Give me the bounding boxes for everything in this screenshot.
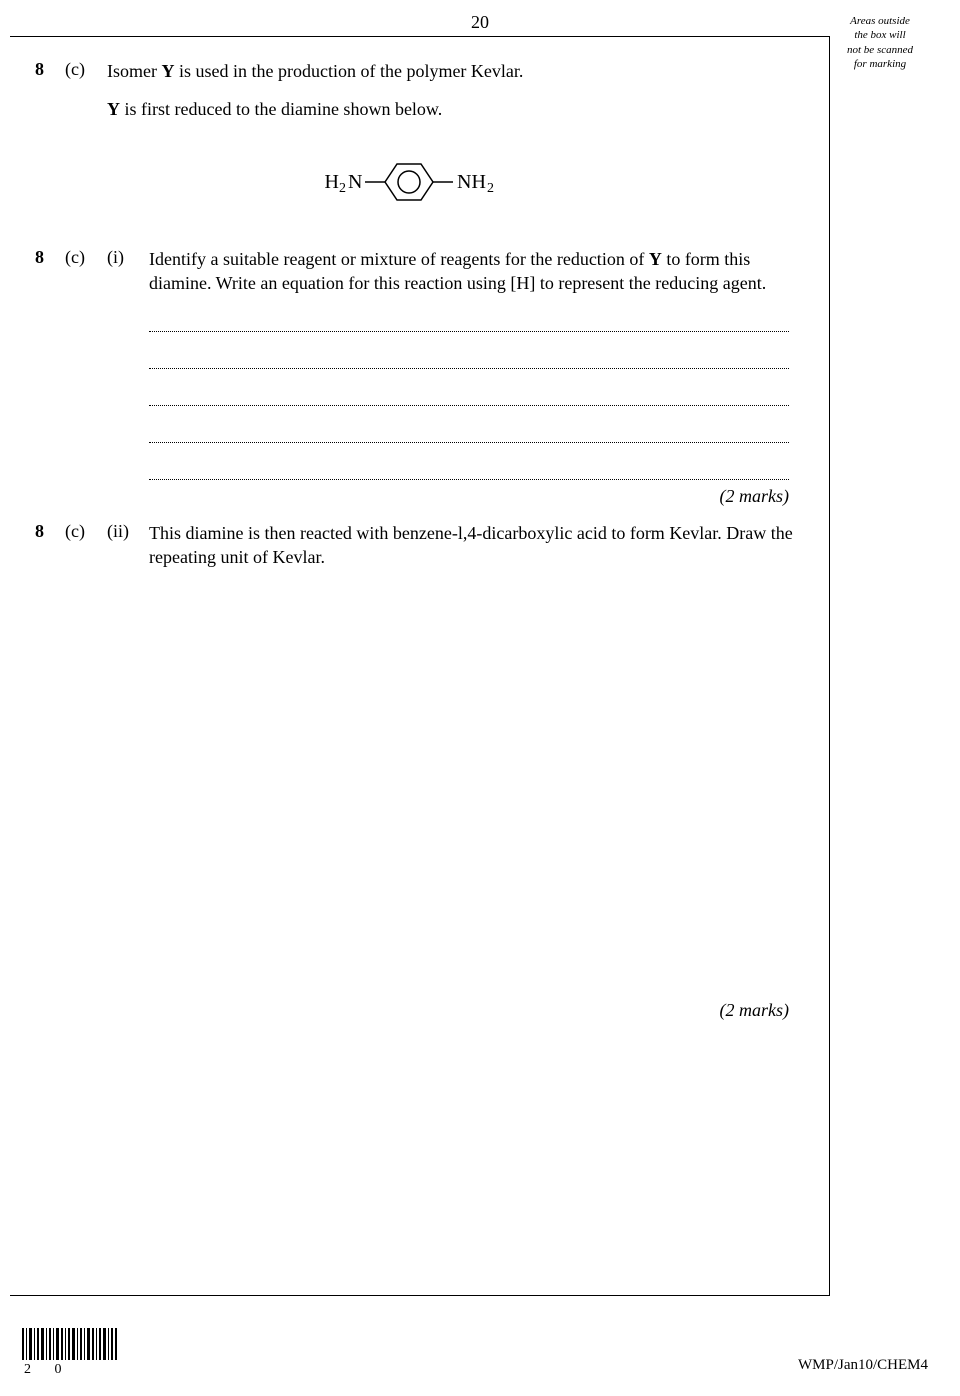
question-number: 8 (35, 59, 65, 80)
answer-line[interactable] (149, 442, 789, 443)
benzene-diamine-icon: H 2 N NH 2 (297, 152, 537, 212)
svg-text:2: 2 (487, 181, 494, 196)
question-part: (c) (65, 59, 107, 80)
answer-line[interactable] (149, 479, 789, 480)
barcode-area: 2 0 (22, 1328, 122, 1378)
footer-code: WMP/Jan10/CHEM4 (798, 1357, 928, 1374)
margin-note-line4: for marking (854, 58, 906, 70)
page-number: 20 (471, 12, 489, 33)
margin-note-line1: Areas outside (850, 15, 910, 27)
margin-note: Areas outside the box will not be scanne… (830, 14, 930, 71)
barcode-icon (22, 1328, 122, 1360)
molecule-diagram: H 2 N NH 2 (35, 152, 799, 217)
marks-label: (2 marks) (35, 1000, 789, 1021)
svg-text:2: 2 (339, 181, 346, 196)
question-subpart: (ii) (107, 521, 149, 542)
question-text: Identify a suitable reagent or mixture o… (149, 247, 799, 296)
question-number: 8 (35, 521, 65, 542)
svg-text:N: N (348, 171, 362, 193)
answer-line[interactable] (149, 331, 789, 332)
marks-label: (2 marks) (35, 486, 789, 507)
question-text: This diamine is then reacted with benzen… (149, 521, 799, 570)
question-8c-intro: 8 (c) Isomer Y is used in the production… (35, 59, 799, 83)
answer-line[interactable] (149, 368, 789, 369)
question-subpart: (i) (107, 247, 149, 268)
question-8c-ii: 8 (c) (ii) This diamine is then reacted … (35, 521, 799, 570)
question-part: (c) (65, 521, 107, 542)
margin-note-line3: not be scanned (847, 44, 913, 56)
question-text: Isomer Y is used in the production of th… (107, 59, 799, 83)
margin-note-line2: the box will (854, 29, 905, 41)
content-box: 8 (c) Isomer Y is used in the production… (10, 36, 830, 1296)
question-part: (c) (65, 247, 107, 268)
answer-line[interactable] (149, 405, 789, 406)
question-8c-subtext: Y is first reduced to the diamine shown … (107, 97, 799, 121)
question-number: 8 (35, 247, 65, 268)
svg-text:NH: NH (457, 171, 486, 193)
svg-text:H: H (325, 171, 339, 193)
question-8c-i: 8 (c) (i) Identify a suitable reagent or… (35, 247, 799, 296)
barcode-text: 2 0 (24, 1362, 122, 1378)
